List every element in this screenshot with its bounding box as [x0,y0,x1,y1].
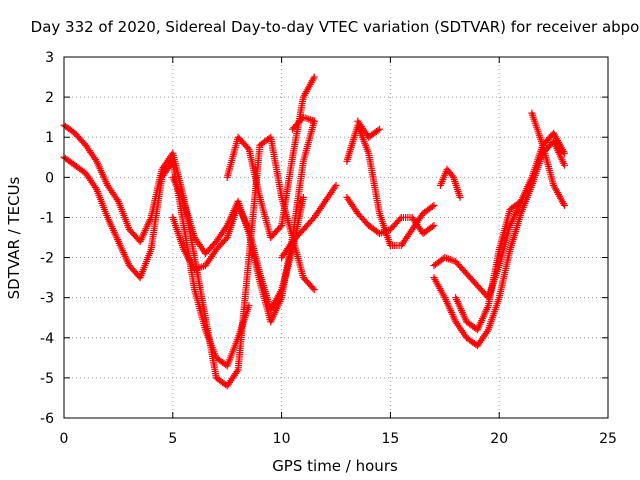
y-tick-label: -6 [40,411,54,427]
data-point [517,197,525,205]
data-point [245,302,253,310]
data-point [456,193,464,201]
series-sat-e [223,73,318,241]
series-sat-d [169,193,307,314]
data-point [396,215,404,223]
data-point [560,201,568,209]
data-point [310,117,318,125]
data-point [332,181,340,189]
plot-frame [63,56,609,419]
data-points [60,73,568,390]
x-tick-label: 5 [168,431,177,447]
y-tick-label: 0 [45,170,54,186]
grid [64,57,608,418]
data-point [299,193,307,201]
x-tick-label: 20 [490,431,508,447]
data-point [560,161,568,169]
data-point [430,201,438,209]
x-tick-label: 10 [273,431,291,447]
data-point [430,221,438,229]
y-tick-label: 1 [45,130,54,146]
data-point [310,286,318,294]
x-tick-label: 25 [599,431,617,447]
series-sat-l [430,137,568,350]
y-tick-label: 2 [45,90,54,106]
data-point [374,126,382,134]
series-sat-n [436,165,464,201]
x-tick-label: 15 [381,431,399,447]
y-tick-label: -2 [40,251,54,267]
data-point [244,144,252,152]
data-point [376,125,384,133]
y-tick-label: -4 [40,331,54,347]
y-tick-label: -5 [40,371,54,387]
data-point [222,235,230,243]
series-sat-j [354,117,384,141]
series-sat-o [528,109,568,209]
series-sat-g [288,113,318,133]
y-tick-label: -1 [40,210,54,226]
series-sat-k [430,129,568,302]
data-point [448,172,456,180]
y-tick-label: 3 [45,50,54,66]
axes: 0 5 10 15 20 25 -6 -5 -4 -3 -2 -1 0 1 2 3 [40,50,617,447]
data-point [309,284,317,292]
data-point [560,149,568,157]
data-point [515,199,523,207]
y-tick-label: -3 [40,291,54,307]
chart-title: Day 332 of 2020, Sidereal Day-to-day VTE… [31,18,640,36]
data-point [428,203,436,211]
y-axis-label: SDTVAR / TECUs [5,176,23,299]
data-point [276,223,284,231]
series-sat-f [278,181,340,262]
x-tick-label: 0 [60,431,69,447]
series-sat-m [452,197,525,334]
data-point [310,73,318,81]
data-point [428,223,436,231]
x-axis-label: GPS time / hours [272,457,398,475]
